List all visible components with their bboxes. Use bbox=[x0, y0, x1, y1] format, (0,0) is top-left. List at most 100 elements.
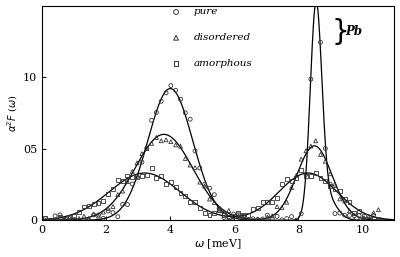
Point bbox=[202, 184, 208, 188]
Point bbox=[274, 205, 280, 209]
Point bbox=[327, 183, 333, 188]
Point bbox=[47, 218, 54, 222]
Text: disordered: disordered bbox=[194, 33, 251, 42]
Point bbox=[86, 218, 92, 222]
Point bbox=[259, 218, 266, 222]
Point bbox=[226, 218, 232, 222]
Point bbox=[298, 157, 304, 161]
Point bbox=[144, 146, 150, 150]
Point bbox=[245, 218, 251, 222]
Point bbox=[230, 214, 237, 218]
Point bbox=[250, 218, 256, 222]
Point bbox=[317, 176, 324, 180]
Point bbox=[110, 204, 116, 208]
Point bbox=[90, 212, 97, 216]
Point bbox=[366, 217, 372, 221]
Point bbox=[375, 218, 382, 222]
Point bbox=[235, 210, 242, 215]
Point bbox=[370, 217, 377, 221]
Point bbox=[312, 2, 319, 6]
Point bbox=[71, 218, 78, 222]
Point bbox=[177, 190, 184, 195]
Point bbox=[346, 209, 353, 213]
Point bbox=[279, 182, 285, 186]
Point bbox=[62, 217, 68, 222]
Point bbox=[202, 182, 208, 186]
Point bbox=[240, 214, 246, 218]
Point bbox=[288, 179, 295, 183]
Point bbox=[206, 213, 213, 217]
Point bbox=[293, 218, 300, 222]
Point bbox=[284, 200, 290, 204]
Point bbox=[57, 216, 63, 221]
Point bbox=[182, 194, 188, 198]
Point bbox=[172, 143, 179, 147]
Point bbox=[52, 214, 58, 218]
Point bbox=[47, 218, 54, 222]
Point bbox=[76, 210, 82, 214]
Point bbox=[327, 182, 333, 186]
Point bbox=[206, 197, 213, 201]
Point bbox=[342, 197, 348, 201]
Point bbox=[332, 212, 338, 216]
Point bbox=[139, 152, 145, 156]
Point bbox=[312, 139, 319, 143]
Point bbox=[129, 182, 136, 186]
Point bbox=[346, 200, 353, 204]
Point bbox=[284, 217, 290, 221]
Point bbox=[177, 144, 184, 148]
Point bbox=[76, 216, 82, 221]
Point bbox=[95, 213, 102, 217]
Point bbox=[95, 201, 102, 205]
Point bbox=[346, 213, 353, 217]
Point bbox=[197, 180, 203, 184]
Point bbox=[303, 149, 309, 153]
Point bbox=[153, 176, 160, 180]
Point bbox=[293, 173, 300, 177]
Point bbox=[298, 168, 304, 172]
Point bbox=[308, 144, 314, 148]
Point bbox=[172, 185, 179, 189]
Point bbox=[182, 111, 188, 115]
Point bbox=[221, 213, 227, 217]
Point bbox=[264, 213, 271, 217]
Point bbox=[235, 214, 242, 218]
Point bbox=[177, 97, 184, 101]
Point bbox=[81, 214, 87, 218]
Point bbox=[226, 208, 232, 213]
Point bbox=[163, 181, 169, 186]
Point bbox=[62, 218, 68, 222]
Point bbox=[182, 157, 188, 161]
Point bbox=[144, 146, 150, 151]
Point bbox=[148, 166, 155, 170]
Point bbox=[337, 211, 343, 215]
Point bbox=[100, 210, 106, 214]
Point bbox=[120, 202, 126, 206]
Point bbox=[129, 169, 136, 173]
Point bbox=[370, 213, 377, 217]
Point bbox=[254, 217, 261, 222]
Y-axis label: $\alpha^2 F$ ($\omega$): $\alpha^2 F$ ($\omega$) bbox=[6, 94, 20, 132]
Point bbox=[57, 213, 63, 217]
Point bbox=[361, 213, 367, 217]
Point bbox=[288, 185, 295, 189]
Point bbox=[105, 206, 111, 210]
Point bbox=[81, 204, 87, 208]
Point bbox=[221, 216, 227, 220]
Point bbox=[264, 200, 271, 204]
Point bbox=[254, 206, 261, 210]
Point bbox=[211, 192, 218, 197]
Point bbox=[134, 161, 140, 165]
Point bbox=[192, 200, 198, 204]
Point bbox=[42, 216, 48, 221]
Point bbox=[370, 211, 377, 215]
Point bbox=[211, 211, 218, 215]
Point bbox=[366, 218, 372, 222]
Point bbox=[303, 174, 309, 178]
Point bbox=[226, 215, 232, 219]
Point bbox=[230, 212, 237, 216]
Point bbox=[192, 149, 198, 153]
Point bbox=[322, 159, 328, 163]
Point bbox=[361, 216, 367, 220]
Point bbox=[240, 213, 246, 217]
